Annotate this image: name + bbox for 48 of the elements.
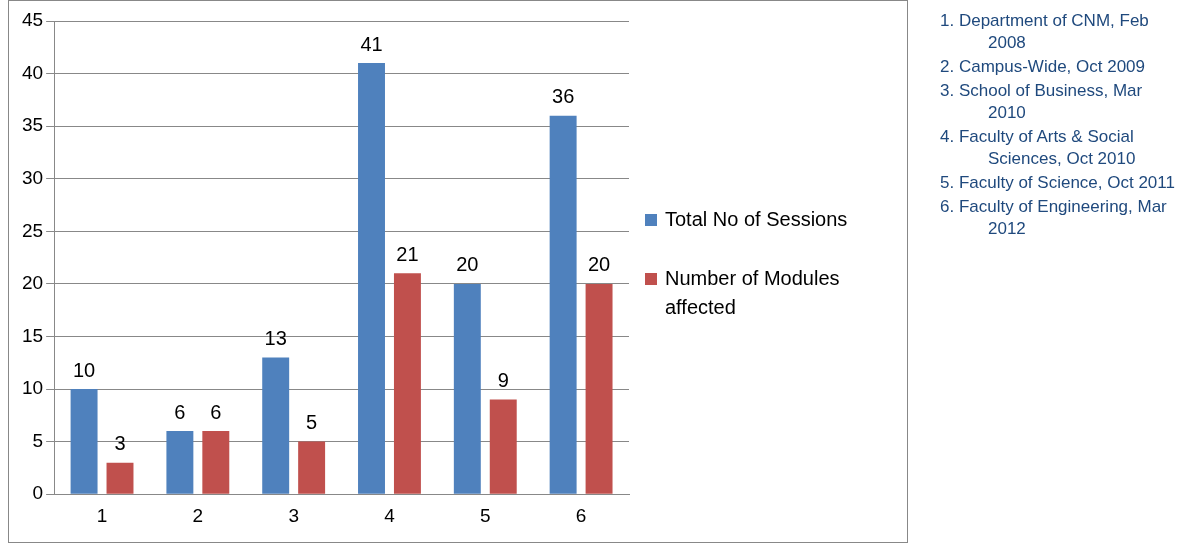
y-tick-label: 0 [32,482,44,504]
y-tick-label: 10 [21,377,44,399]
y-tick-label: 35 [21,114,44,136]
data-label: 3 [114,432,126,455]
text: 1. Department of CNM, Feb 2008 [940,10,1150,54]
x-tick-label: 2 [192,504,204,526]
text: 5. Faculty of Science, Oct 2011 [940,172,1175,194]
bar [70,389,98,494]
bar [262,357,290,494]
x-tick-label: 3 [288,504,299,526]
x-tick-label: 1 [96,504,108,526]
y-tick-label: 25 [21,219,44,241]
bar [166,431,194,494]
data-label: 20 [587,253,611,276]
bar [202,431,230,494]
data-label: 6 [210,400,222,423]
x-tick-label: 6 [575,504,587,526]
data-label: 10 [72,358,96,381]
data-label: 21 [396,242,419,265]
data-label: 9 [497,369,509,392]
y-tick-label: 15 [21,324,44,346]
x-tick-label: 5 [479,504,491,526]
legend-label: Number of Modules affected [665,266,841,320]
bar [489,399,517,494]
y-tick-label: 5 [32,429,44,451]
text: 2. Campus-Wide, Oct 2009 [940,56,1147,78]
x-tick-label: 4 [384,504,396,526]
bar [585,283,613,494]
legend-label: Total No of Sessions [665,207,848,232]
bar [393,273,421,494]
bar [549,115,577,494]
text: 6. Faculty of Engineering, Mar 2012 [940,196,1168,240]
data-label: 13 [264,327,287,350]
y-tick-label: 30 [21,166,44,188]
y-tick-label: 20 [21,272,44,294]
y-tick-label: 40 [21,61,44,83]
data-label: 41 [360,32,383,55]
data-label: 5 [306,411,318,434]
bar [298,441,326,494]
bar [453,283,481,494]
bar [358,63,385,494]
text: 4. Faculty of Arts & Social Sciences, Oct 2010 [940,126,1137,170]
data-label: 20 [456,253,479,276]
text: 3. School of Business, Mar 2010 [940,80,1144,124]
bar [106,462,134,494]
data-label: 6 [174,400,186,423]
y-tick-label: 45 [21,9,44,31]
data-label: 36 [552,85,575,108]
